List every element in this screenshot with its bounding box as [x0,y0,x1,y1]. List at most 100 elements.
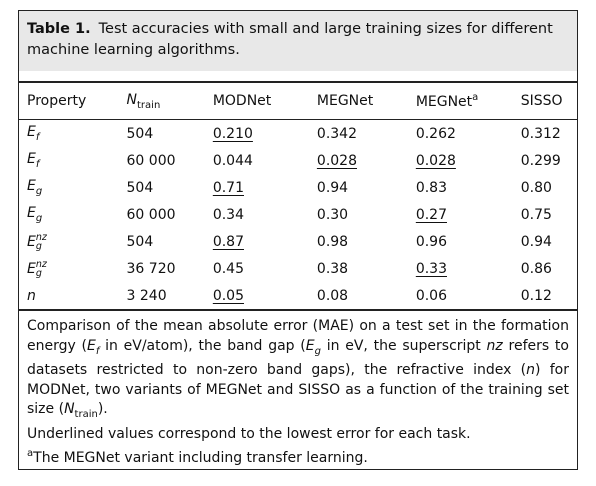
caption-label: Table 1. [27,21,91,37]
value-cell: 0.210 [212,125,253,142]
value-cell: 0.75 [520,206,552,223]
value-cell: 0.299 [520,152,561,169]
symbol: MEGNet [415,94,473,110]
value-cell: 0.044 [212,152,253,169]
header-cell: SISSO [512,82,577,120]
note-run: refers to datasets restricted to non-zer… [27,337,569,379]
value-cell: 0.80 [520,179,552,196]
value-cell: 0.83 [415,179,447,196]
header-cell: Ntrain [118,82,205,120]
subscript: f [35,159,40,170]
symbol: E [27,151,36,167]
note-run: ) for MODNet, two variants of MEGNet and… [27,362,569,417]
note-run: Comparison of the mean absolute error (M… [27,318,569,354]
header-cell: MODNet [204,82,309,120]
note: Underlined values correspond to the lowe… [27,425,569,445]
symbol: SISSO [520,93,563,109]
n-train-cell: 60 000 [126,152,176,169]
value-cell: 0.71 [212,179,244,196]
subscript: g [35,267,42,279]
scripts: nz g [35,231,47,252]
symbol: n [27,287,36,304]
value-cell: 0.33 [415,260,447,277]
subscript: g [35,240,42,252]
note-run: f [95,345,100,357]
subscript: f [35,132,40,143]
value-cell: 0.262 [415,125,456,142]
n-train-cell: 504 [126,233,154,250]
row: Eg 504 0.71 0.94 0.83 0.80 [19,174,577,201]
symbol: E [27,205,36,221]
symbol: E [27,260,36,277]
value-cell: 0.96 [415,233,447,250]
symbol: MEGNet [316,93,374,109]
n-train-cell: 36 720 [126,260,176,277]
value-cell: 0.98 [316,233,349,250]
symbol: E [27,178,36,194]
value-cell: 0.08 [316,287,349,304]
note-run: ). [97,401,108,417]
row: n 3 240 0.05 0.08 0.06 0.12 [19,282,577,310]
value-cell: 0.94 [520,233,552,250]
note-run: n [526,362,535,378]
value-cell: 0.342 [316,125,357,142]
header-cell: MEGNet [308,82,408,120]
symbol: Property [27,93,87,109]
symbol: E [27,124,36,140]
row: Eg 60 000 0.34 0.30 0.27 0.75 [19,201,577,228]
note-run: in eV, the superscript [320,337,487,354]
value-cell: 0.028 [415,152,456,169]
property-cell: Ef [19,120,119,148]
subscript: g [35,213,43,224]
value-cell: 0.34 [212,206,244,223]
header-row: Property Ntrain MODNet MEGNet MEGNeta SISSO [19,82,577,120]
scripts: nz g [35,258,47,279]
symbol: MODNet [212,93,272,109]
subscript: train [137,99,161,111]
property-cell: Eg [19,201,119,228]
superscript: a [472,92,479,103]
value-cell: 0.05 [212,287,244,304]
value-cell: 0.87 [212,233,244,250]
value-cell: 0.38 [316,260,349,277]
symbol: N [126,91,137,108]
symbol: E [27,233,36,250]
value-cell: 0.45 [212,260,244,277]
note-run: in eV/atom), the band gap ( [99,337,306,354]
value-cell: 0.12 [520,287,552,304]
subscript: g [35,186,43,197]
note: Comparison of the mean absolute error (M… [27,317,569,425]
superscript: nz [35,258,47,270]
n-train-cell: 3 240 [126,287,167,304]
value-cell: 0.028 [316,152,357,169]
note: aThe MEGNet variant including transfer l… [27,444,569,469]
value-cell: 0.06 [415,287,447,304]
note-run: a [27,448,34,459]
note-run: E [87,337,96,354]
superscript: nz [35,231,47,243]
n-train-cell: 504 [126,179,154,196]
note-run: N [64,401,75,417]
value-cell: 0.27 [415,206,447,223]
property-cell: n [19,282,119,310]
row: Ef 60 000 0.044 0.028 0.028 0.299 [19,147,577,174]
n-train-cell: 504 [126,125,154,142]
note-run: Underlined values correspond to the lowe… [27,425,471,442]
value-cell: 0.86 [520,260,552,277]
header-cell: Property [19,82,119,120]
note-run: E [305,337,315,354]
caption-text: Test accuracies with small and large tra… [27,21,553,58]
table-box: Table 1. Test accuracies with small and l… [18,10,578,470]
value-cell: 0.312 [520,125,561,142]
note-run: The MEGNet variant including transfer le… [33,450,368,466]
note-run: train [74,409,98,420]
row: Ef 504 0.210 0.342 0.262 0.312 [19,120,577,148]
value-cell: 0.94 [316,179,349,196]
caption: Table 1. Test accuracies with small and l… [19,11,577,71]
property-cell: Eg [19,174,119,201]
